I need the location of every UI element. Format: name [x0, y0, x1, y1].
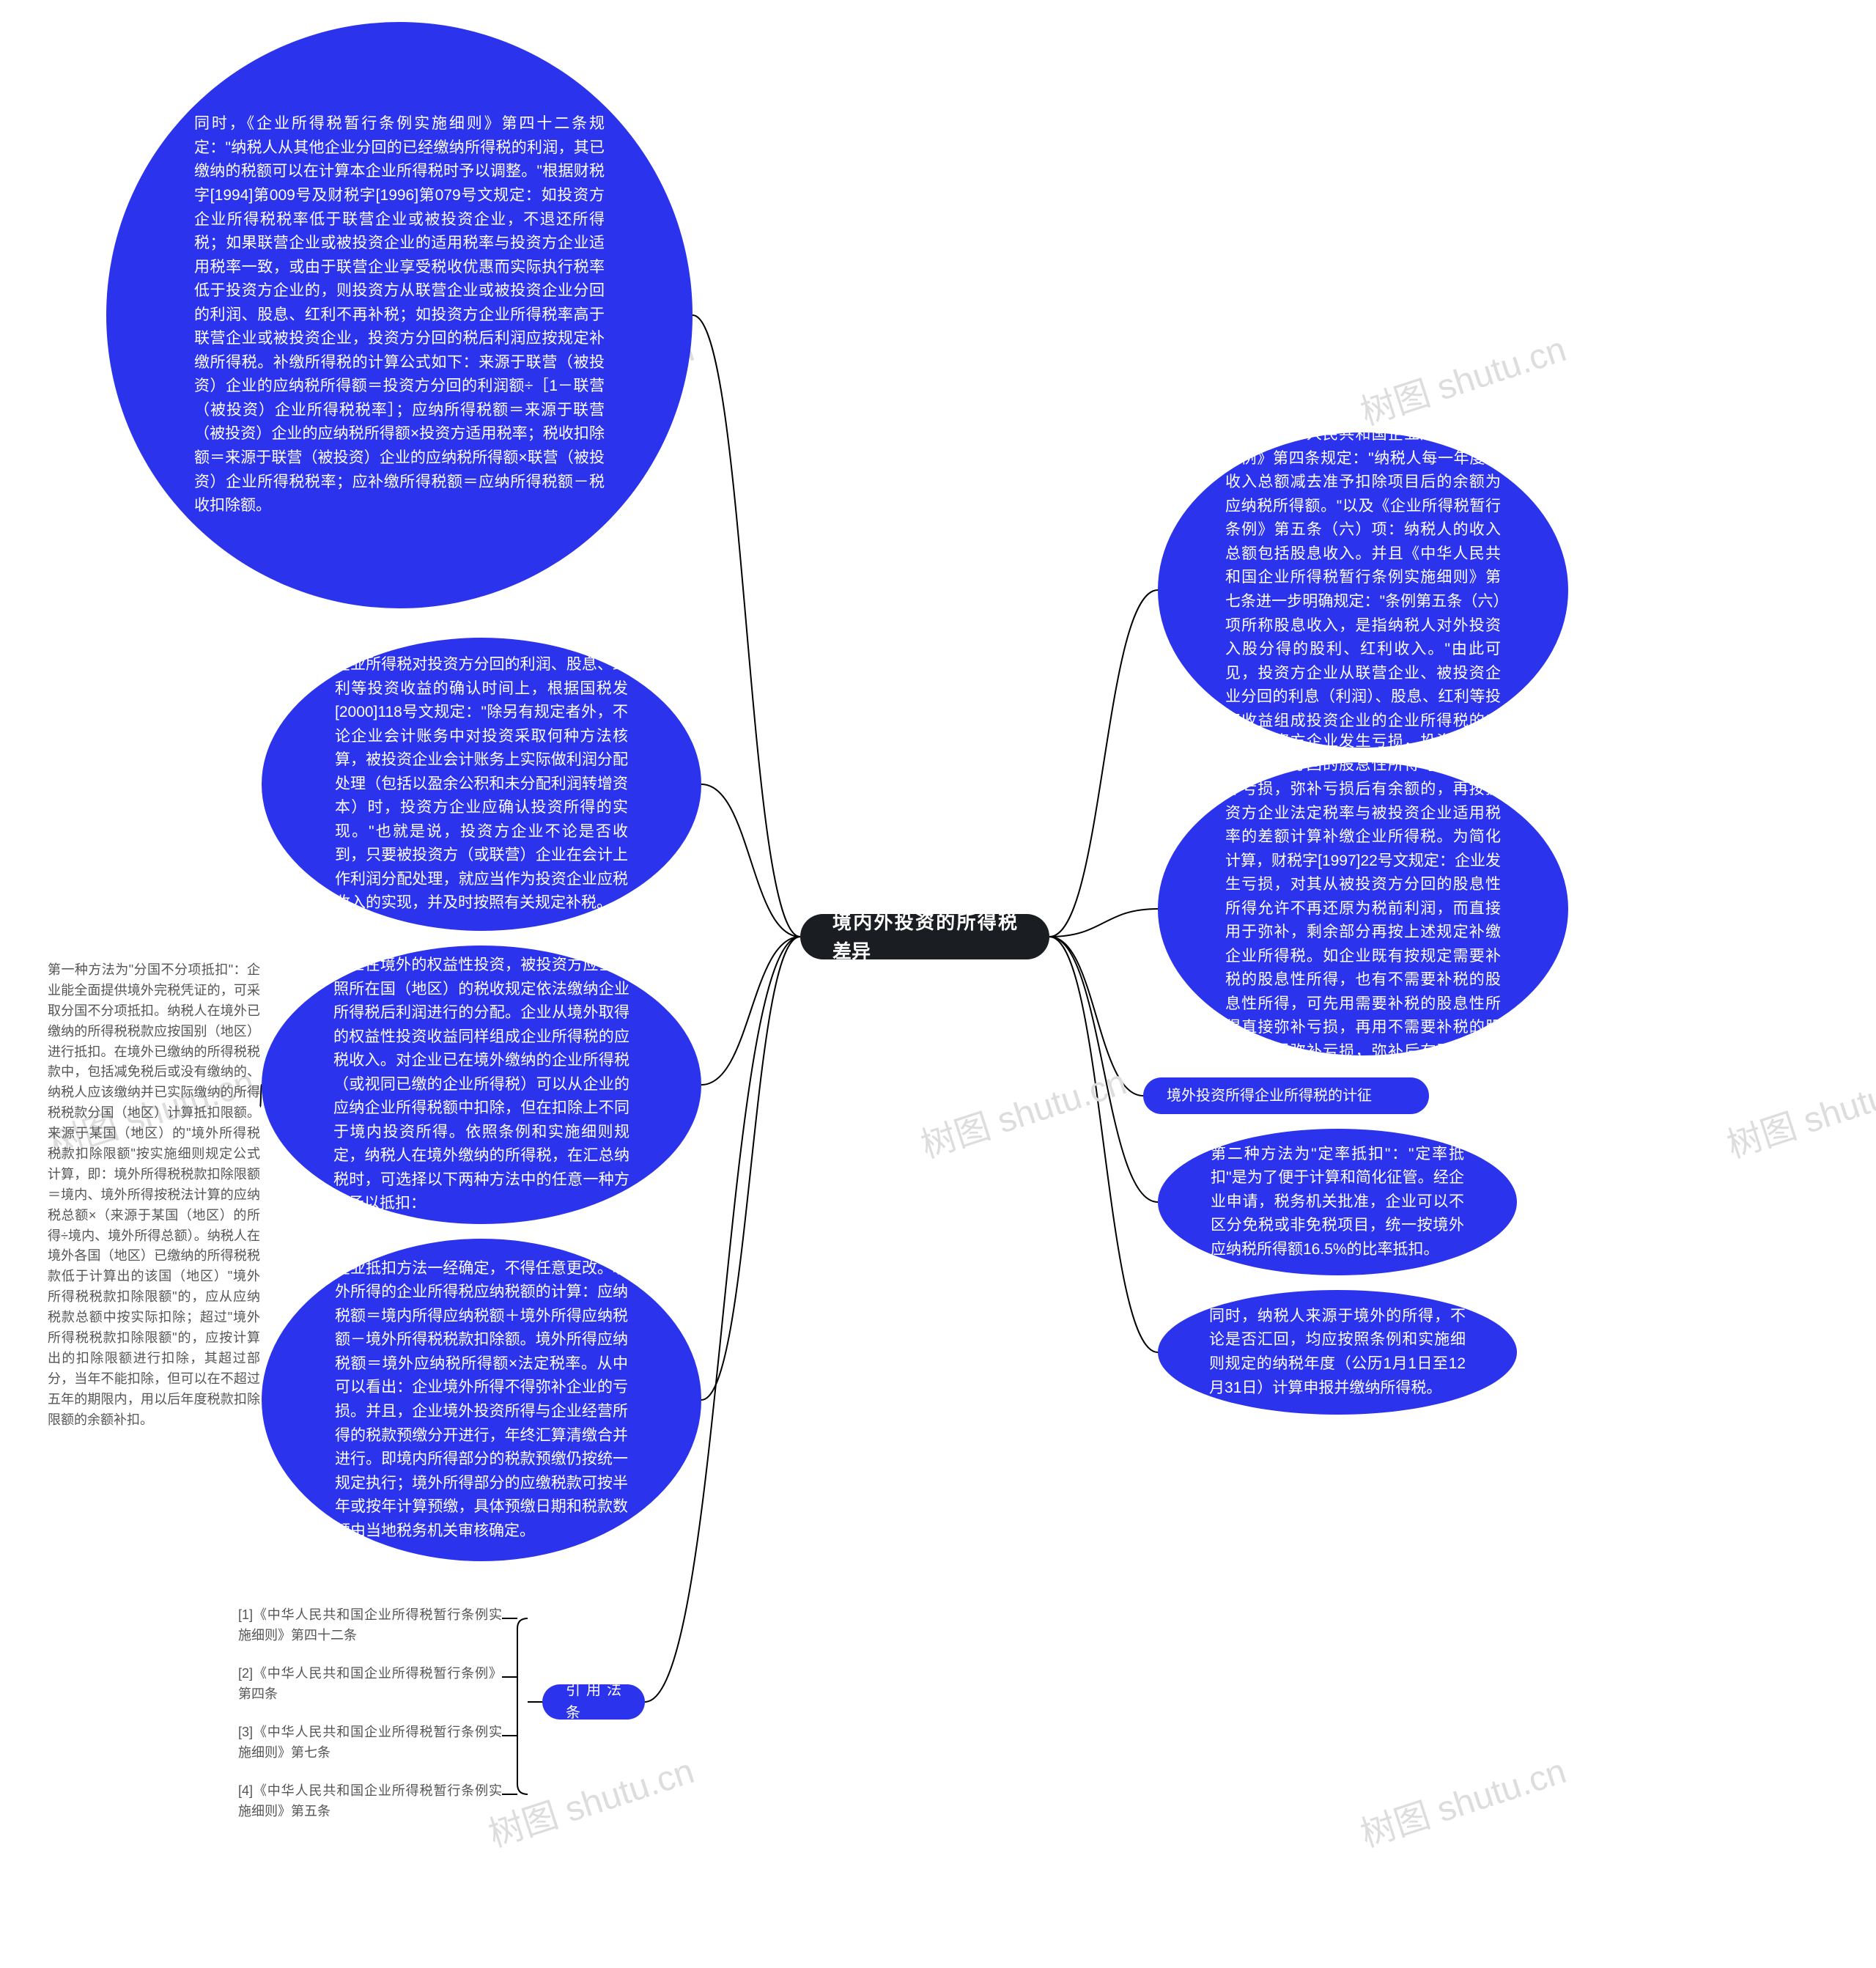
conn-r2	[1049, 909, 1158, 937]
conn-r1	[1049, 590, 1158, 937]
node-r3-text: 境外投资所得企业所得税的计征	[1167, 1085, 1406, 1108]
node-r5-text: 同时，纳税人来源于境外的所得，不论是否汇回，均应按照条例和实施细则规定的纳税年度…	[1209, 1305, 1466, 1400]
node-r4: 第二种方法为"定率抵扣"："定率抵扣"是为了便于计算和简化征管。经企业申请，税务…	[1158, 1129, 1517, 1275]
plain-method1: 第一种方法为"分国不分项抵扣"：企业能全面提供境外完税凭证的，可采取分国不分项抵…	[48, 960, 260, 1430]
node-r5: 同时，纳税人来源于境外的所得，不论是否汇回，均应按照条例和实施细则规定的纳税年度…	[1158, 1290, 1517, 1415]
node-l2-text: 企业所得税对投资方分回的利润、股息、红利等投资收益的确认时间上，根据国税发[20…	[335, 653, 628, 915]
refs-hub-text: 引用法条	[566, 1679, 621, 1725]
node-l4: 企业抵扣方法一经确定，不得任意更改。境外所得的企业所得税应纳税额的计算：应纳税额…	[262, 1239, 701, 1561]
refs-hub: 引用法条	[542, 1684, 645, 1720]
conn-r5	[1049, 937, 1158, 1352]
node-l4-text: 企业抵扣方法一经确定，不得任意更改。境外所得的企业所得税应纳税额的计算：应纳税额…	[335, 1257, 628, 1544]
ref2: [2]《中华人民共和国企业所得税暂行条例》第四条	[238, 1664, 502, 1705]
watermark: 树图 shutu.cn	[913, 1053, 1131, 1168]
node-l1: 同时，《企业所得税暂行条例实施细则》第四十二条规定："纳税人从其他企业分回的已经…	[106, 22, 693, 608]
watermark: 树图 shutu.cn	[1353, 320, 1571, 435]
center-node-text: 境内外投资的所得税差异	[832, 907, 1017, 967]
node-r3: 境外投资所得企业所得税的计征	[1143, 1077, 1429, 1114]
ref3: [3]《中华人民共和国企业所得税暂行条例实施细则》第七条	[238, 1722, 502, 1764]
node-r1-text: 根据《中华人民共和国企业所得税暂行条例》第四条规定："纳税人每一年度的收入总额减…	[1225, 423, 1501, 757]
conn-r3	[1049, 937, 1143, 1096]
node-l1-text: 同时，《企业所得税暂行条例实施细则》第四十二条规定："纳税人从其他企业分回的已经…	[194, 112, 605, 517]
conn-l3	[701, 937, 800, 1085]
ref4: [4]《中华人民共和国企业所得税暂行条例实施细则》第五条	[238, 1781, 502, 1822]
node-r2: 如果投资方企业发生亏损，投资方从被投资企业分回的股息性所得可先用于弥补亏损，弥补…	[1158, 762, 1568, 1055]
watermark: 树图 shutu.cn	[1353, 1742, 1571, 1857]
node-r4-text: 第二种方法为"定率抵扣"："定率抵扣"是为了便于计算和简化征管。经企业申请，税务…	[1211, 1143, 1464, 1262]
watermark: 树图 shutu.cn	[481, 1742, 699, 1857]
mindmap-canvas: 树图 shutu.cn 树图 shutu.cn 树图 shutu.cn 树图 shut…	[0, 0, 1876, 1968]
node-r2-text: 如果投资方企业发生亏损，投资方从被投资企业分回的股息性所得可先用于弥补亏损，弥补…	[1225, 730, 1501, 1088]
node-r1: 根据《中华人民共和国企业所得税暂行条例》第四条规定："纳税人每一年度的收入总额减…	[1158, 432, 1568, 748]
node-l3-text: 企业在境外的权益性投资，被投资方应当按照所在国（地区）的税收规定依法缴纳企业所得…	[333, 954, 629, 1216]
watermark: 树图 shutu.cn	[1719, 1053, 1876, 1168]
refs-bracket	[517, 1618, 528, 1794]
conn-l1	[693, 315, 800, 937]
node-l3: 企业在境外的权益性投资，被投资方应当按照所在国（地区）的税收规定依法缴纳企业所得…	[262, 946, 701, 1224]
conn-l2	[701, 784, 800, 937]
ref1: [1]《中华人民共和国企业所得税暂行条例实施细则》第四十二条	[238, 1605, 502, 1646]
conn-r4	[1049, 937, 1158, 1202]
node-l2: 企业所得税对投资方分回的利润、股息、红利等投资收益的确认时间上，根据国税发[20…	[262, 638, 701, 931]
conn-l4	[701, 937, 800, 1400]
center-node: 境内外投资的所得税差异	[800, 914, 1049, 959]
